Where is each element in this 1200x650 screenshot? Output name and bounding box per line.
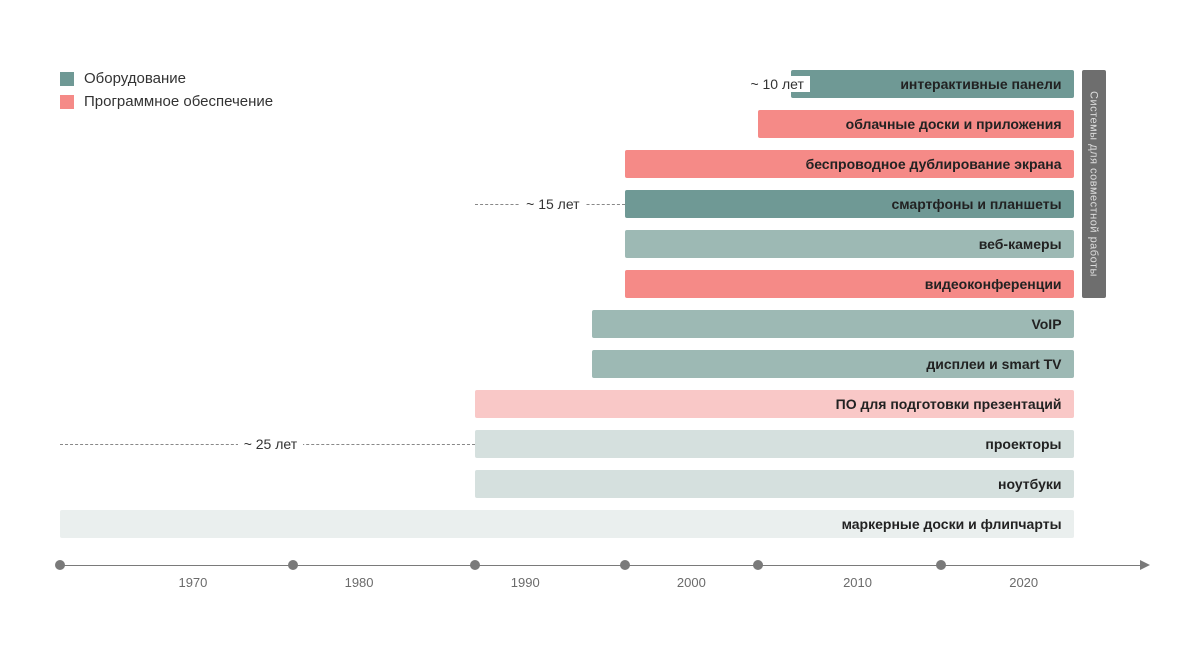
x-axis-label: 1990 bbox=[511, 575, 540, 590]
x-axis-tick bbox=[288, 560, 298, 570]
age-marker-label: ~ 10 лет bbox=[744, 76, 809, 92]
bar: беспроводное дублирование экрана bbox=[625, 150, 1074, 178]
bar-label: веб-камеры bbox=[979, 236, 1062, 252]
x-axis-label: 1980 bbox=[345, 575, 374, 590]
timeline-chart: интерактивные панели облачные доски и при… bbox=[60, 70, 1140, 565]
bar: видеоконференции bbox=[625, 270, 1074, 298]
x-axis-tick bbox=[753, 560, 763, 570]
bar: маркерные доски и флипчарты bbox=[60, 510, 1074, 538]
age-marker-label: ~ 25 лет bbox=[238, 436, 303, 452]
x-axis-tick bbox=[936, 560, 946, 570]
x-axis-arrow bbox=[1140, 560, 1150, 570]
x-axis-label: 2010 bbox=[843, 575, 872, 590]
bar: ПО для подготовки презентаций bbox=[475, 390, 1073, 418]
x-axis-label: 2000 bbox=[677, 575, 706, 590]
bar-label: дисплеи и smart TV bbox=[926, 356, 1061, 372]
bar-label: маркерные доски и флипчарты bbox=[842, 516, 1062, 532]
bar-label: VoIP bbox=[1031, 316, 1061, 332]
bar: проекторы bbox=[475, 430, 1073, 458]
bar: облачные доски и приложения bbox=[758, 110, 1074, 138]
x-axis-label: 2020 bbox=[1009, 575, 1038, 590]
x-axis bbox=[60, 565, 1140, 566]
bar: интерактивные панели bbox=[791, 70, 1073, 98]
age-marker-label: ~ 15 лет bbox=[520, 196, 585, 212]
x-axis-tick bbox=[55, 560, 65, 570]
bar-label: ноутбуки bbox=[998, 476, 1062, 492]
bar: веб-камеры bbox=[625, 230, 1074, 258]
x-axis-tick bbox=[470, 560, 480, 570]
category-strip: Системы для совместной работы bbox=[1082, 70, 1106, 298]
bar: смартфоны и планшеты bbox=[625, 190, 1074, 218]
bar-label: ПО для подготовки презентаций bbox=[836, 396, 1062, 412]
bar-label: видеоконференции bbox=[925, 276, 1062, 292]
bar-label: смартфоны и планшеты bbox=[891, 196, 1061, 212]
bar: VoIP bbox=[592, 310, 1074, 338]
bar-label: проекторы bbox=[985, 436, 1061, 452]
bar-label: облачные доски и приложения bbox=[846, 116, 1062, 132]
bar: дисплеи и smart TV bbox=[592, 350, 1074, 378]
plot-area: интерактивные панели облачные доски и при… bbox=[60, 70, 1140, 565]
bar: ноутбуки bbox=[475, 470, 1073, 498]
x-axis-tick bbox=[620, 560, 630, 570]
bar-label: беспроводное дублирование экрана bbox=[806, 156, 1062, 172]
x-axis-label: 1970 bbox=[178, 575, 207, 590]
category-strip-label: Системы для совместной работы bbox=[1088, 91, 1100, 277]
bar-label: интерактивные панели bbox=[900, 76, 1061, 92]
